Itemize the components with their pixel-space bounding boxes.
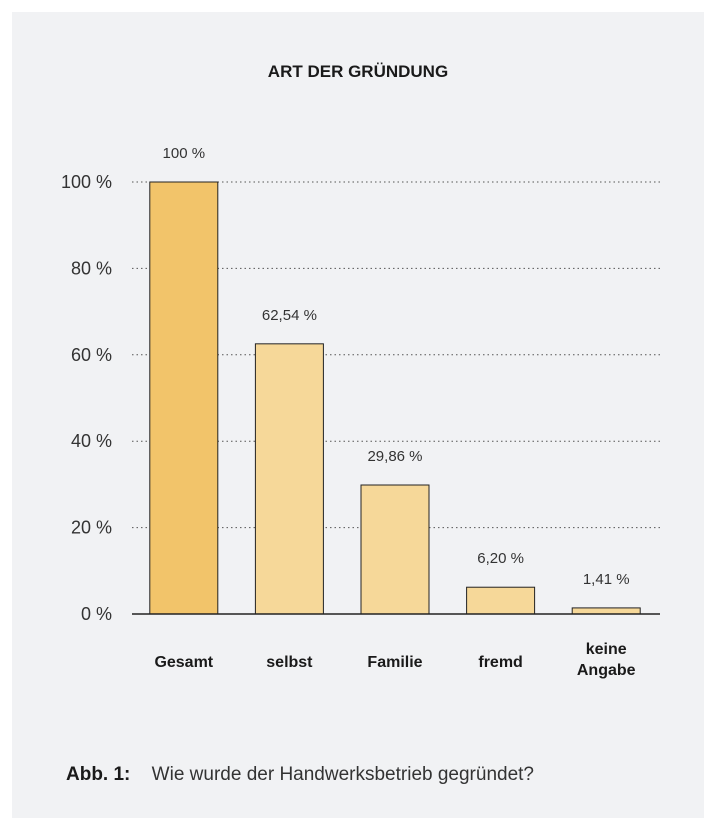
y-tick-label: 0 % bbox=[81, 604, 112, 624]
data-label: 62,54 % bbox=[262, 307, 317, 324]
x-tick-label: selbst bbox=[266, 654, 313, 671]
bar bbox=[149, 181, 219, 615]
bar bbox=[571, 607, 641, 615]
bar bbox=[254, 343, 324, 615]
y-tick-label: 20 % bbox=[71, 518, 112, 538]
caption-label: Abb. 1: bbox=[66, 764, 131, 785]
bar bbox=[360, 484, 430, 615]
y-tick-label: 80 % bbox=[71, 258, 112, 278]
chart-title: ART DER GRÜNDUNG bbox=[267, 62, 449, 81]
y-tick-label: 40 % bbox=[71, 431, 112, 451]
data-label: 100 % bbox=[163, 145, 206, 162]
x-tick-label: Gesamt bbox=[154, 654, 213, 671]
y-tick-label: 60 % bbox=[71, 345, 112, 365]
data-label: 29,86 % bbox=[367, 448, 422, 465]
figure-caption: Abb. 1: Wie wurde der Handwerksbetrieb g… bbox=[66, 764, 534, 786]
x-tick-label: fremd bbox=[478, 654, 522, 671]
y-tick-label: 100 % bbox=[61, 172, 112, 192]
x-tick-label: keine bbox=[586, 641, 627, 658]
x-tick-label: Familie bbox=[367, 654, 422, 671]
caption-text: Wie wurde der Handwerksbetrieb gegründet… bbox=[151, 764, 534, 785]
data-label: 1,41 % bbox=[583, 571, 630, 588]
data-label: 6,20 % bbox=[477, 550, 524, 567]
chart-panel bbox=[12, 12, 704, 818]
x-tick-label: Angabe bbox=[577, 662, 636, 679]
bar bbox=[466, 586, 536, 615]
